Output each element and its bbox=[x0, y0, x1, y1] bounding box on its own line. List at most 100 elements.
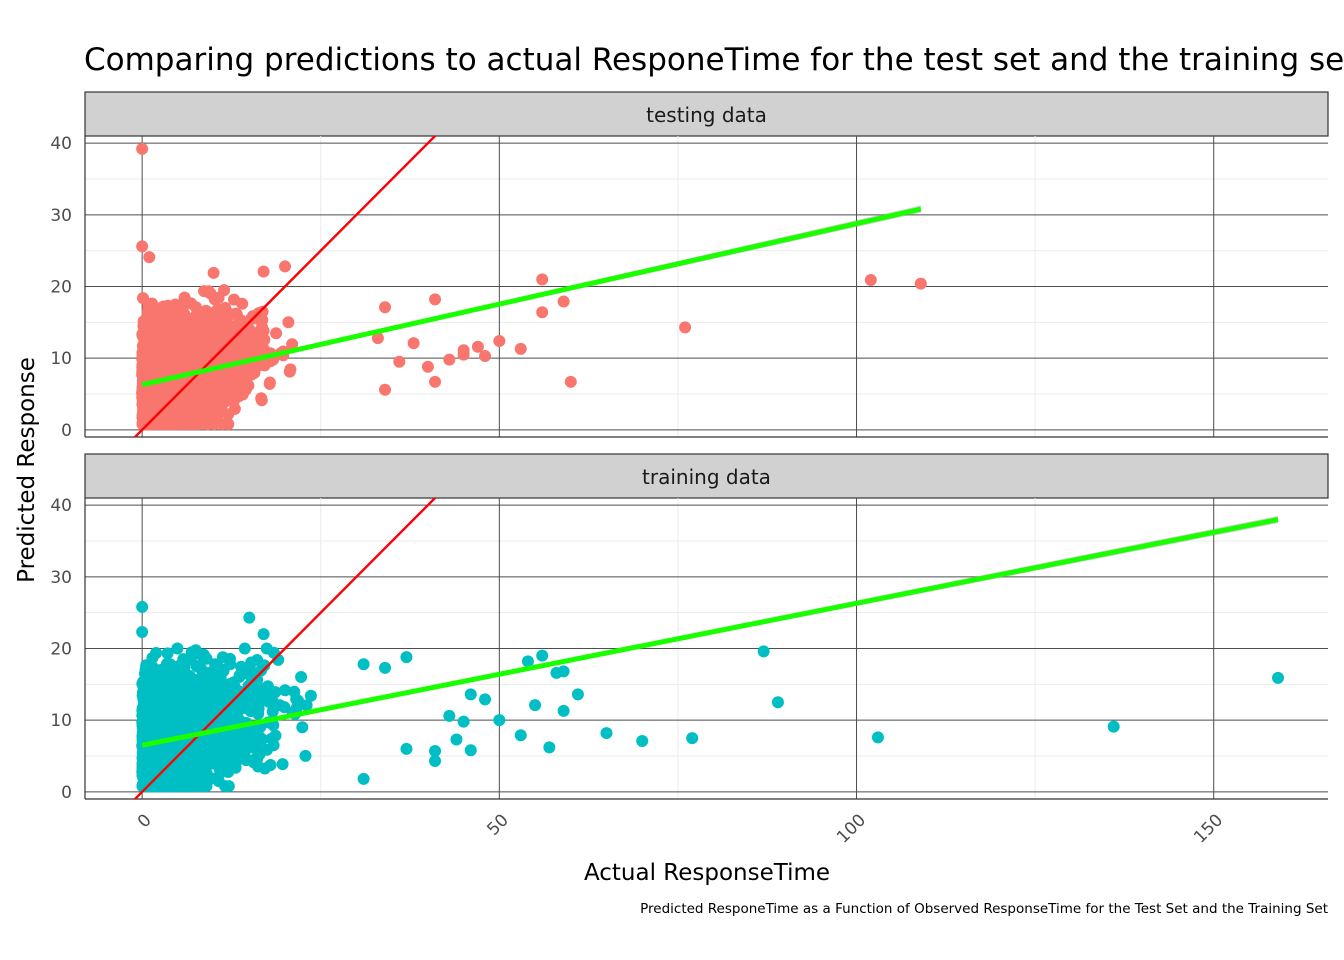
scatter-point bbox=[205, 391, 218, 404]
scatter-point bbox=[536, 306, 549, 319]
scatter-point bbox=[155, 366, 168, 378]
scatter-point bbox=[237, 369, 250, 382]
chart-title: Comparing predictions to actual ResponeT… bbox=[84, 42, 1344, 78]
scatter-point bbox=[679, 321, 692, 334]
scatter-point bbox=[195, 386, 208, 399]
scatter-point bbox=[171, 399, 183, 412]
scatter-point bbox=[177, 658, 190, 671]
scatter-point bbox=[279, 260, 292, 273]
scatter-point bbox=[153, 346, 165, 359]
scatter-point bbox=[493, 334, 506, 347]
scatter-point bbox=[179, 413, 192, 426]
data-points bbox=[136, 600, 1284, 793]
scatter-point bbox=[258, 344, 271, 357]
scatter-point bbox=[371, 332, 384, 345]
scatter-point bbox=[393, 355, 406, 368]
scatter-point bbox=[186, 312, 199, 325]
scatter-point bbox=[235, 336, 248, 349]
scatter-point bbox=[242, 379, 255, 392]
y-tick-label: 40 bbox=[50, 134, 72, 154]
scatter-point bbox=[264, 759, 277, 771]
scatter-point bbox=[407, 337, 420, 350]
scatter-point bbox=[215, 327, 228, 340]
facet-strip-label: training data bbox=[642, 465, 771, 489]
scatter-point bbox=[253, 326, 266, 338]
scatter-point bbox=[196, 650, 209, 663]
scatter-point bbox=[248, 733, 260, 746]
scatter-point bbox=[192, 660, 205, 673]
y-tick-label: 10 bbox=[50, 711, 72, 731]
scatter-point bbox=[168, 333, 181, 346]
fit-line bbox=[141, 206, 922, 388]
scatter-point bbox=[471, 340, 484, 353]
scatter-point bbox=[864, 274, 877, 287]
scatter-point bbox=[283, 365, 296, 378]
facet-strip bbox=[84, 91, 1329, 137]
scatter-point bbox=[204, 331, 217, 343]
scatter-point bbox=[276, 758, 289, 771]
scatter-point bbox=[557, 295, 570, 308]
scatter-point bbox=[152, 312, 165, 325]
scatter-point bbox=[251, 654, 264, 666]
y-tick-label: 10 bbox=[50, 349, 72, 369]
scatter-point bbox=[421, 360, 434, 373]
scatter-point bbox=[220, 756, 233, 769]
y-tick-label: 0 bbox=[61, 421, 72, 441]
scatter-point bbox=[429, 375, 442, 388]
scatter-point bbox=[304, 689, 317, 702]
scatter-point bbox=[248, 338, 261, 351]
scatter-point bbox=[251, 673, 263, 686]
scatter-point bbox=[161, 647, 174, 660]
scatter-point bbox=[215, 402, 228, 415]
scatter-point bbox=[260, 642, 273, 655]
scatter-point bbox=[136, 328, 149, 341]
scatter-point bbox=[255, 664, 268, 677]
scatter-point bbox=[171, 642, 184, 655]
y-tick-label: 20 bbox=[50, 640, 72, 660]
scatter-point bbox=[169, 298, 182, 311]
scatter-point bbox=[202, 418, 215, 431]
scatter-point bbox=[914, 277, 927, 290]
scatter-point bbox=[233, 703, 246, 716]
scatter-point bbox=[204, 671, 217, 684]
grid-lines bbox=[85, 136, 1328, 437]
scatter-point bbox=[273, 699, 286, 712]
scatter-point bbox=[141, 363, 154, 376]
scatter-point bbox=[225, 371, 238, 384]
scatter-point bbox=[151, 331, 164, 344]
scatter-point bbox=[170, 343, 183, 356]
scatter-point bbox=[150, 647, 163, 659]
facet-strip bbox=[84, 453, 1329, 499]
scatter-point bbox=[295, 671, 308, 683]
scatter-point bbox=[246, 310, 259, 323]
scatter-point bbox=[138, 345, 151, 358]
scatter-point bbox=[143, 251, 156, 264]
scatter-point bbox=[208, 293, 221, 306]
scatter-point bbox=[197, 377, 210, 390]
scatter-point bbox=[212, 316, 225, 329]
scatter-point bbox=[429, 293, 442, 306]
identity-line bbox=[133, 136, 437, 437]
scatter-point bbox=[191, 325, 204, 338]
scatter-point bbox=[379, 383, 392, 396]
scatter-point bbox=[136, 142, 149, 155]
scatter-point bbox=[212, 303, 224, 316]
facet-strip-label: testing data bbox=[646, 103, 767, 127]
scatter-point bbox=[187, 358, 199, 370]
scatter-point bbox=[288, 685, 301, 698]
scatter-point bbox=[152, 393, 165, 406]
scatter-point bbox=[282, 316, 295, 329]
scatter-point bbox=[154, 417, 166, 430]
scatter-point bbox=[267, 739, 280, 752]
scatter-point bbox=[564, 375, 577, 388]
scatter-point bbox=[214, 672, 227, 685]
scatter-point bbox=[270, 327, 283, 340]
scatter-point bbox=[228, 402, 241, 415]
scatter-point bbox=[207, 266, 220, 279]
scatter-point bbox=[230, 754, 243, 767]
scatter-point bbox=[479, 350, 492, 363]
scatter-point bbox=[536, 273, 549, 286]
scatter-point bbox=[136, 412, 149, 425]
